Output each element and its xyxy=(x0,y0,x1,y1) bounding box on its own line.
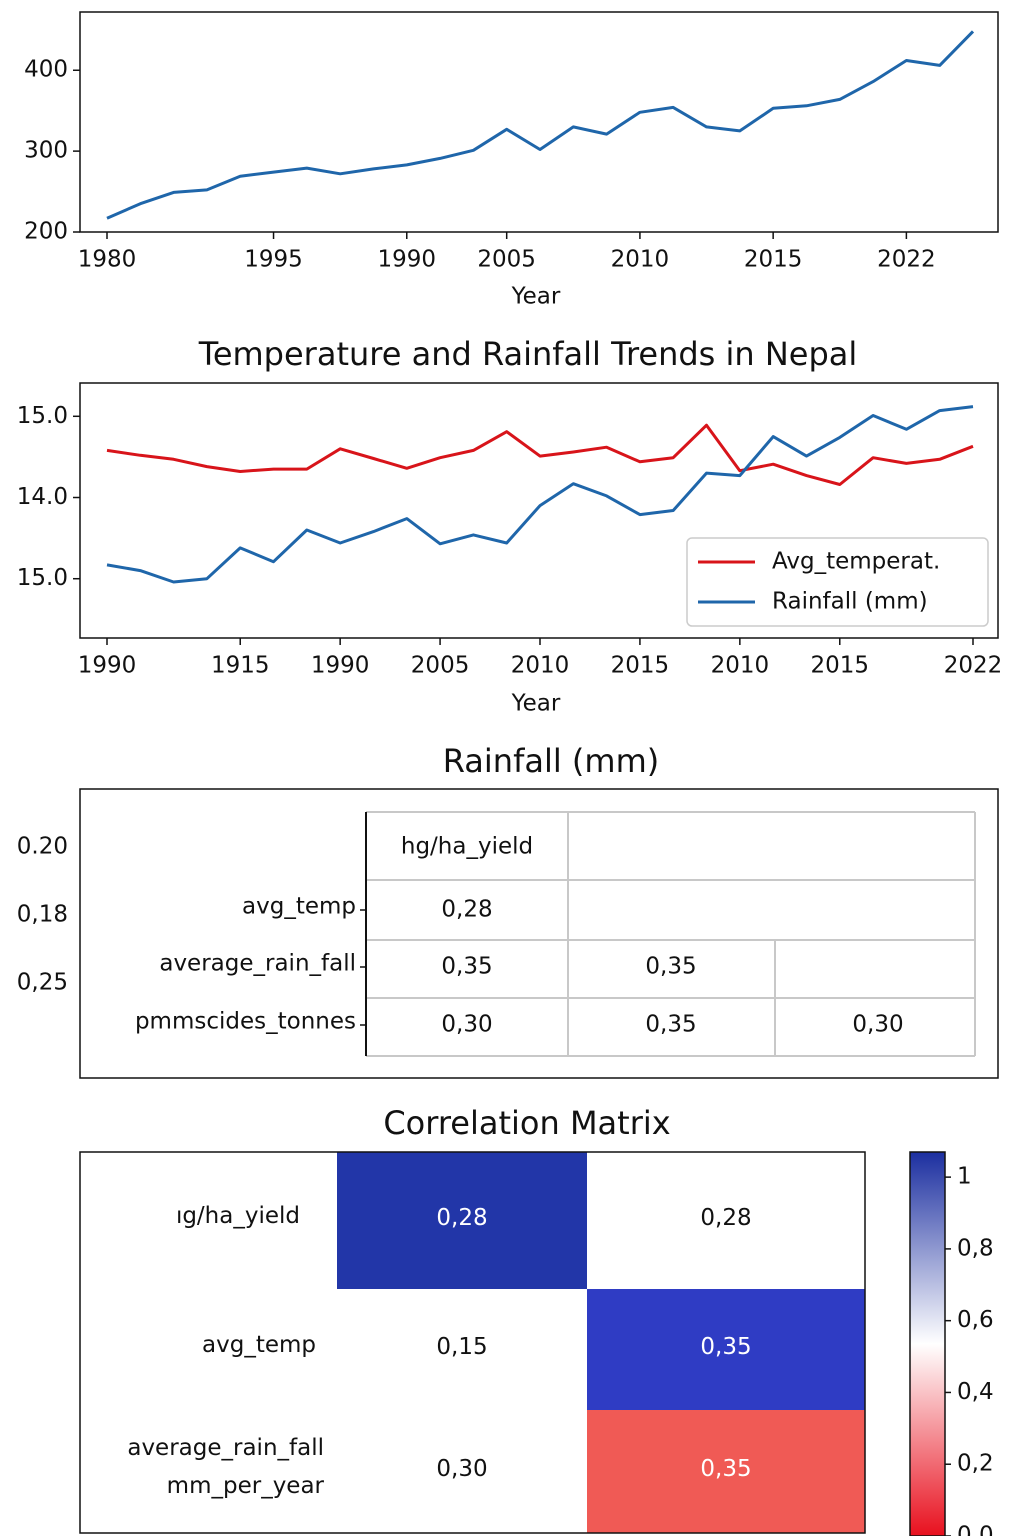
colorbar-tick-label: 0,2 xyxy=(957,1451,994,1477)
x-tick-label: 1990 xyxy=(377,247,436,273)
y-tick-label: 0,25 xyxy=(17,970,68,996)
x-tick-label: 2022 xyxy=(944,653,1003,679)
y-tick-label: 14.0 xyxy=(17,484,68,510)
y-tick-label: 200 xyxy=(24,219,68,245)
y-tick-label: 15.0 xyxy=(17,565,68,591)
x-tick-label: 2010 xyxy=(711,653,770,679)
x-tick-label: 2010 xyxy=(511,653,570,679)
heatmap-cell xyxy=(337,1289,587,1410)
row-label: mm_per_year xyxy=(167,1473,325,1499)
plot-frame xyxy=(79,382,999,639)
x-tick-label: 2005 xyxy=(477,247,536,273)
colorbar-tick-label: 0,8 xyxy=(957,1235,994,1261)
y-tick-label: 0.20 xyxy=(17,834,68,860)
x-tick-label: 2010 xyxy=(611,247,670,273)
heatmap-cell xyxy=(337,1152,587,1289)
colorbar-tick-label: 0,0 xyxy=(957,1523,994,1536)
data-line xyxy=(106,30,975,220)
heatmap-cell xyxy=(337,1410,587,1533)
chart-title: Rainfall (mm) xyxy=(443,742,659,780)
colorbar-tick-label: 1 xyxy=(957,1164,972,1190)
legend-label: Avg_temperat. xyxy=(772,549,940,575)
colorbar xyxy=(909,1151,946,1536)
row-label: avg_temp xyxy=(202,1332,316,1358)
x-axis-label: Year xyxy=(511,691,561,717)
cell-label: 0,15 xyxy=(436,1334,487,1360)
row-label: average_rain_fall xyxy=(127,1435,324,1461)
data-line xyxy=(106,423,974,486)
table-cell: 0,30 xyxy=(852,1012,903,1038)
column-header: hg/ha_yield xyxy=(401,834,533,860)
y-tick-label: 0,18 xyxy=(17,902,68,928)
y-tick-label: 15.0 xyxy=(17,403,68,429)
cell-label: 0,28 xyxy=(436,1205,487,1231)
x-tick-label: 1990 xyxy=(78,653,137,679)
table-cell: 0,35 xyxy=(645,954,696,980)
chart-title: Correlation Matrix xyxy=(383,1104,670,1142)
heatmap-cell xyxy=(587,1289,865,1410)
cell-label: 0,35 xyxy=(700,1334,751,1360)
cell-label: 0,28 xyxy=(700,1205,751,1231)
colorbar-tick-label: 0,6 xyxy=(957,1307,994,1333)
cell-label: 0,30 xyxy=(436,1456,487,1482)
heatmap-cell xyxy=(587,1410,865,1533)
x-tick-label: 2015 xyxy=(744,247,803,273)
data-line xyxy=(106,405,974,584)
y-tick-label: 400 xyxy=(24,57,68,83)
x-tick-label: 1995 xyxy=(244,247,303,273)
x-axis-label: Year xyxy=(511,284,561,310)
colorbar-tick-label: 0,4 xyxy=(957,1379,994,1405)
y-tick-label: 300 xyxy=(24,138,68,164)
table-grid xyxy=(366,811,976,1057)
chart-title: Temperature and Rainfall Trends in Nepal xyxy=(198,335,858,373)
row-label: ıg/ha_yield xyxy=(176,1203,300,1229)
heatmap-frame xyxy=(79,1151,866,1534)
table-cell: 0,30 xyxy=(441,1012,492,1038)
x-tick-label: 2015 xyxy=(611,653,670,679)
row-label: average_rain_fall xyxy=(159,951,356,977)
table-cell: 0,28 xyxy=(441,897,492,923)
row-label: avg_temp xyxy=(242,894,356,920)
x-tick-label: 2005 xyxy=(411,653,470,679)
legend-label: Rainfall (mm) xyxy=(772,589,928,615)
table-cell: 0,35 xyxy=(441,954,492,980)
legend-box xyxy=(686,537,989,627)
row-label: pmmscides_tonnes xyxy=(135,1009,356,1035)
x-tick-label: 1980 xyxy=(78,247,137,273)
x-tick-label: 1990 xyxy=(311,653,370,679)
cell-label: 0,35 xyxy=(700,1456,751,1482)
plot-frame xyxy=(79,11,999,233)
x-tick-label: 1915 xyxy=(211,653,270,679)
x-tick-label: 2015 xyxy=(810,653,869,679)
x-tick-label: 2022 xyxy=(877,247,936,273)
table-cell: 0,35 xyxy=(645,1012,696,1038)
table-frame xyxy=(79,788,999,1079)
heatmap-cell xyxy=(587,1152,865,1289)
